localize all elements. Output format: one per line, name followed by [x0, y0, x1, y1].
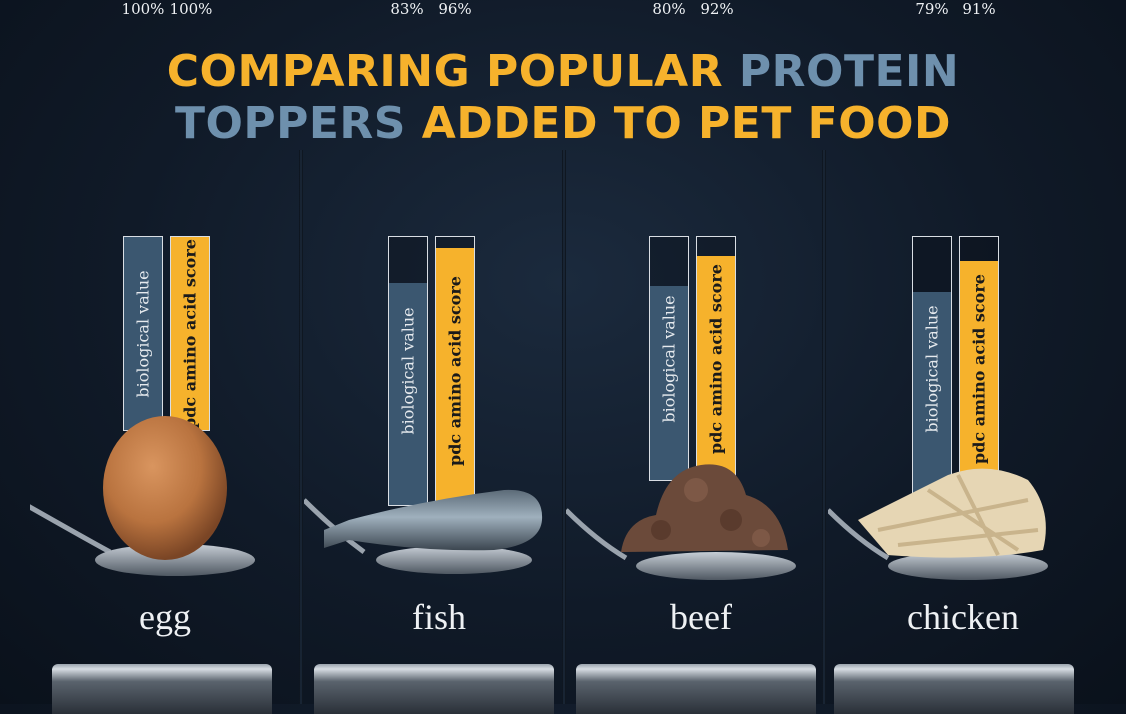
- bio-bar: [389, 282, 427, 505]
- chart-title-line-2: TOPPERS ADDED TO PET FOOD: [0, 102, 1126, 146]
- sardine-on-spoon-icon: [304, 489, 543, 574]
- bowl: [314, 664, 554, 714]
- bio-value-label: 100%: [121, 0, 165, 18]
- bowl: [576, 664, 816, 714]
- chart-title-line-1: COMPARING POPULAR PROTEIN: [0, 50, 1126, 94]
- bio-value-label: 83%: [390, 0, 424, 18]
- title-part-highlight: PROTEIN: [738, 46, 960, 97]
- title-part: ADDED TO PET FOOD: [405, 98, 952, 149]
- pdc-score-label: 100%: [169, 0, 213, 18]
- pdc-bar-outline: pdc amino acid score: [170, 236, 210, 431]
- panel-beef: 80% 92% biological value pdc amino acid …: [566, 0, 836, 714]
- panel-divider: [822, 150, 826, 704]
- bio-value-label: 79%: [915, 0, 949, 18]
- pdc-score-label: 91%: [962, 0, 996, 18]
- bio-bar-outline: biological value: [123, 236, 163, 431]
- bio-bar-outline: biological value: [388, 236, 428, 506]
- title-part: COMPARING POPULAR: [166, 46, 739, 97]
- panel-divider: [299, 150, 303, 704]
- pdc-score-label: 96%: [438, 0, 472, 18]
- pdc-score-label: 92%: [700, 0, 734, 18]
- shredded-chicken-on-spoon-icon: [828, 468, 1048, 580]
- pdc-bar: [697, 256, 735, 480]
- bowl: [52, 664, 272, 714]
- bio-bar: [913, 292, 951, 500]
- pdc-bar: [960, 260, 998, 500]
- bio-bar: [650, 285, 688, 480]
- pdc-bar-outline: pdc amino acid score: [435, 236, 475, 506]
- food-label: chicken: [907, 597, 1019, 637]
- food-label: fish: [412, 597, 466, 637]
- bio-value-label: 80%: [652, 0, 686, 18]
- panel-divider: [562, 150, 566, 704]
- egg-on-spoon-icon: [30, 416, 255, 576]
- bio-bar-text: biological value: [133, 269, 153, 398]
- food-label: egg: [139, 597, 191, 637]
- pdc-bar: [436, 247, 474, 505]
- panel-fish: 83% 96% biological value pdc amino acid …: [304, 0, 574, 714]
- bio-bar: [124, 237, 162, 430]
- panel-chicken: 79% 91% biological value pdc amino acid …: [828, 0, 1098, 714]
- bio-bar-outline: biological value: [649, 236, 689, 481]
- pdc-bar-outline: pdc amino acid score: [959, 236, 999, 501]
- panel-egg: 100% 100% biological value pdc amino aci…: [30, 0, 300, 714]
- pdc-bar: [171, 237, 209, 430]
- food-label: beef: [670, 597, 732, 637]
- title-part-highlight: TOPPERS: [174, 98, 406, 149]
- bio-bar-outline: biological value: [912, 236, 952, 501]
- pdc-bar-outline: pdc amino acid score: [696, 236, 736, 481]
- bowl: [834, 664, 1074, 714]
- ground-beef-on-spoon-icon: [566, 464, 796, 580]
